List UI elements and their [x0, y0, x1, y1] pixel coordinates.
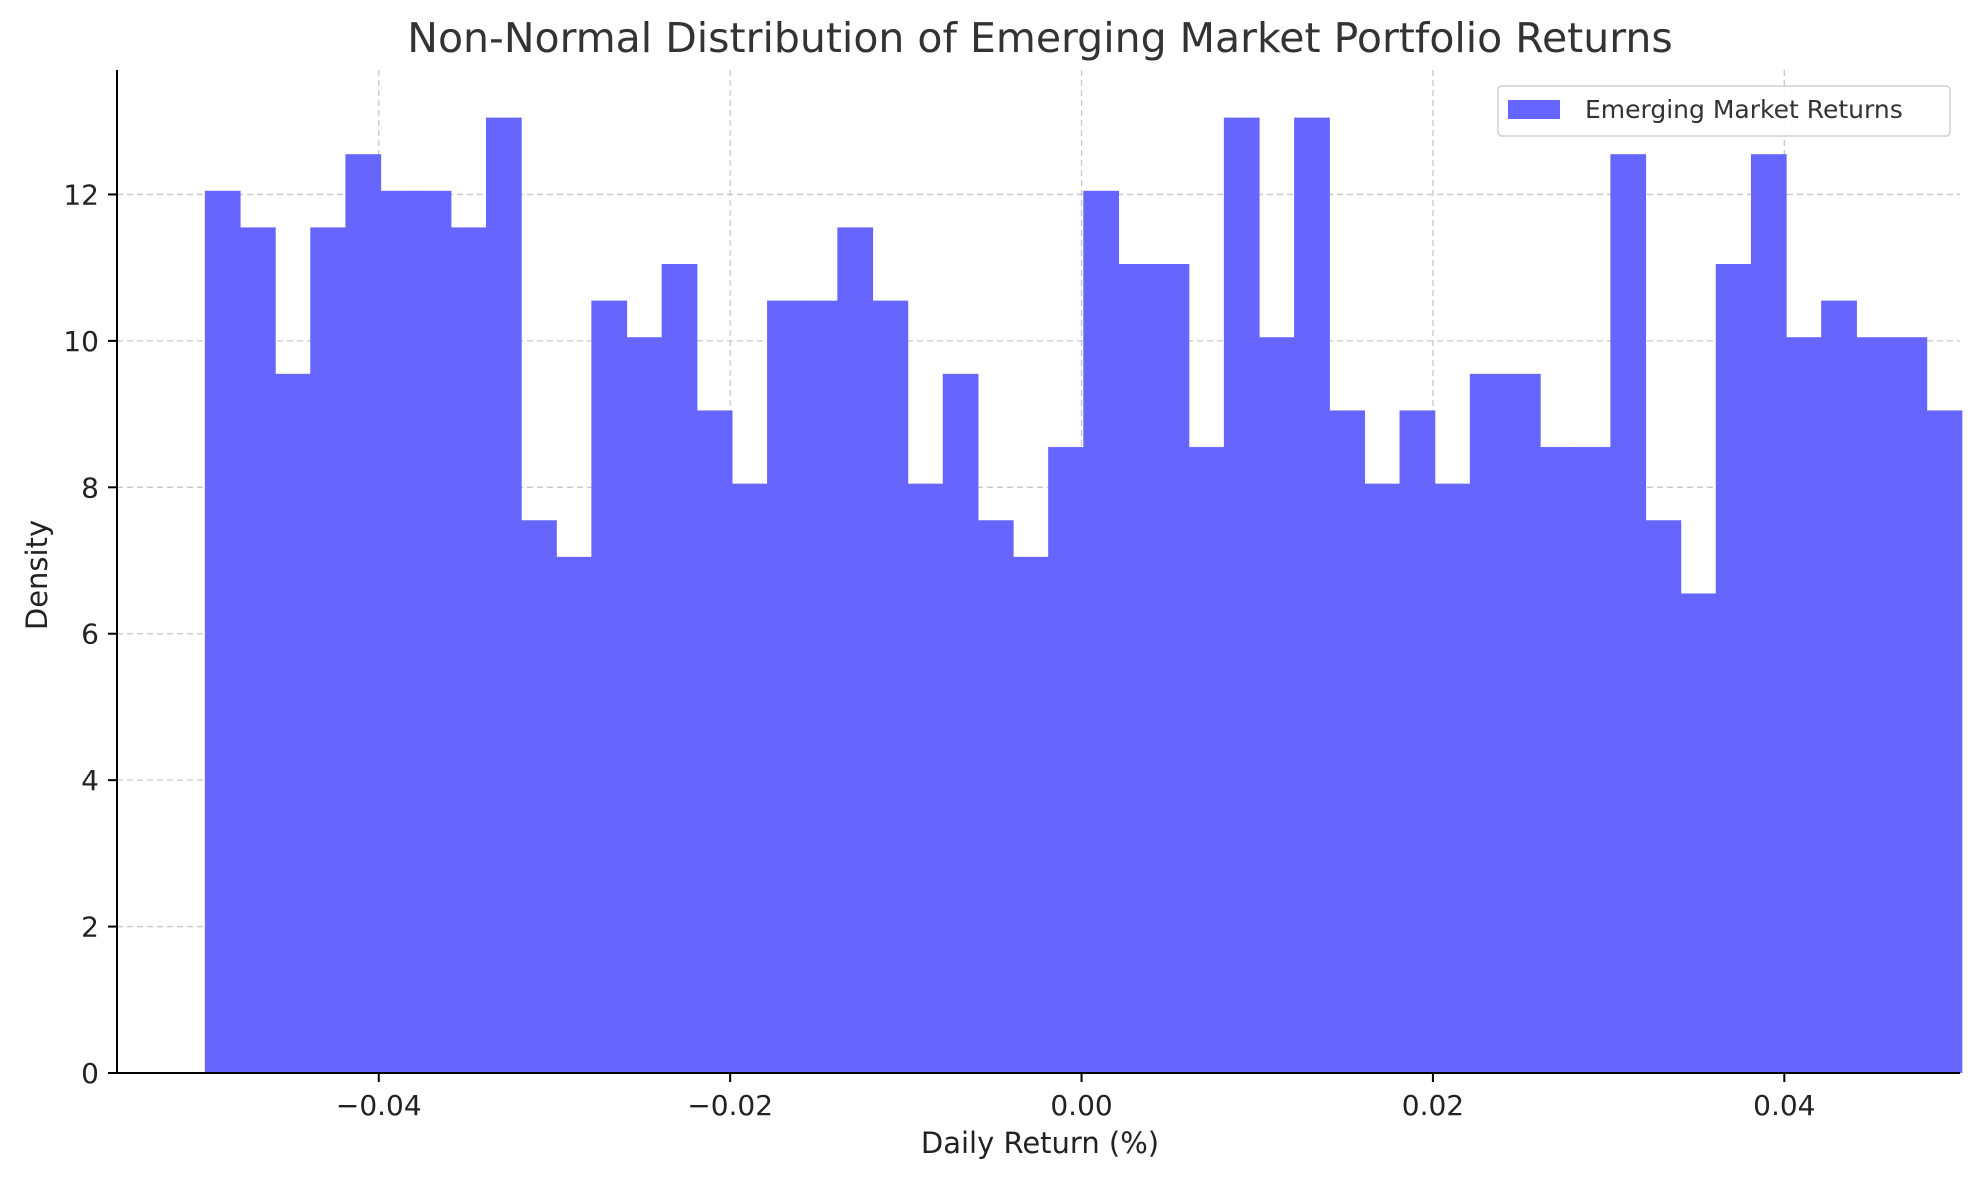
histogram-bar [907, 483, 944, 1073]
histogram-bar [1048, 447, 1084, 1073]
y-tick-label: 0 [81, 1057, 99, 1090]
y-tick-label: 10 [63, 325, 99, 358]
histogram-bar [204, 190, 241, 1074]
histogram-bar [1786, 337, 1822, 1073]
histogram-bar [1540, 447, 1576, 1073]
histogram-bar [1469, 373, 1506, 1073]
histogram-bar [1610, 154, 1647, 1074]
y-tick-label: 6 [81, 618, 99, 651]
histogram-bar [731, 483, 768, 1073]
histogram-bar [1821, 300, 1857, 1073]
histogram-bar [345, 154, 382, 1074]
histogram-bar [1188, 447, 1225, 1073]
histogram-bar [1153, 264, 1190, 1073]
histogram-bar [802, 300, 838, 1073]
x-axis-label: Daily Return (%) [921, 1126, 1159, 1160]
x-tick-label: 0.00 [1050, 1089, 1112, 1122]
histogram-bar [872, 300, 909, 1073]
y-axis-label: Density [20, 520, 54, 630]
legend-frame [1497, 85, 1951, 137]
y-tick-label: 4 [81, 764, 99, 797]
histogram-bar [521, 520, 557, 1073]
axes-layer [116, 70, 1960, 1074]
histogram-bar [1083, 190, 1120, 1074]
y-tick-label: 12 [63, 178, 99, 211]
histogram-bar [1329, 410, 1366, 1073]
legend: Emerging Market Returns [1497, 85, 1951, 137]
histogram-bar [1856, 337, 1893, 1073]
histogram-bar [380, 190, 417, 1074]
y-tick-label: 8 [81, 471, 99, 504]
histogram-bar [310, 227, 346, 1074]
histogram-bar [626, 337, 663, 1073]
histogram-bar [1013, 556, 1049, 1073]
histogram-bar [1258, 337, 1295, 1073]
histogram-bar [942, 373, 979, 1073]
histogram-bar [1223, 117, 1260, 1074]
histogram-bar [1434, 483, 1471, 1073]
histogram-bar [556, 556, 592, 1073]
histogram-bar [239, 227, 276, 1074]
histogram-bar [1680, 593, 1717, 1073]
ticks-layer: −0.04 −0.02 0.00 0.02 0.04 0 2 4 6 8 10 12 [63, 178, 1815, 1122]
histogram-bar [767, 300, 803, 1073]
histogram-bar [1750, 154, 1787, 1074]
y-tick-label: 2 [81, 911, 99, 944]
x-tick-label: 0.04 [1753, 1089, 1815, 1122]
x-tick-label: −0.04 [336, 1089, 422, 1122]
histogram-bar [1891, 337, 1928, 1073]
histogram-bar [696, 410, 733, 1073]
histogram-bar [450, 227, 487, 1074]
histogram-bar [661, 264, 698, 1073]
histogram-bar [1364, 483, 1401, 1073]
chart-title: Non-Normal Distribution of Emerging Mark… [407, 14, 1672, 62]
histogram-bar [1926, 410, 1963, 1073]
histogram-bar [1294, 117, 1330, 1074]
histogram-bar [1645, 520, 1682, 1073]
histogram-bar [485, 117, 522, 1074]
histogram-bar [1715, 264, 1752, 1073]
histogram-bar [415, 190, 452, 1074]
histogram-bar [1118, 264, 1155, 1073]
histogram-bar [1504, 373, 1541, 1073]
bars-layer [204, 117, 1963, 1074]
legend-label: Emerging Market Returns [1585, 95, 1903, 124]
x-tick-label: −0.02 [687, 1089, 773, 1122]
x-tick-label: 0.02 [1402, 1089, 1464, 1122]
legend-swatch [1508, 100, 1560, 119]
histogram-bar [591, 300, 628, 1073]
histogram-bar [1575, 447, 1611, 1073]
histogram-bar [275, 373, 311, 1073]
histogram-bar [837, 227, 874, 1074]
histogram-bar [977, 520, 1014, 1073]
histogram-bar [1399, 410, 1436, 1073]
